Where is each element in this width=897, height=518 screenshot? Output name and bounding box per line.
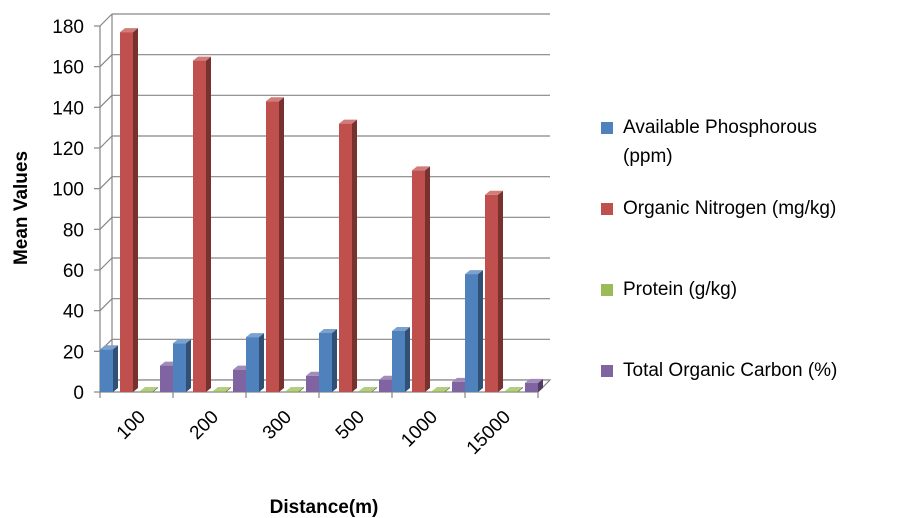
y-tick-label: 0 — [73, 383, 84, 404]
y-tick-label: 120 — [52, 139, 84, 160]
bar — [246, 333, 264, 392]
bar — [213, 386, 231, 392]
bar — [339, 119, 357, 392]
bar — [392, 327, 410, 392]
gridlines — [99, 13, 550, 393]
gridline-depth — [99, 135, 113, 149]
legend-swatch — [601, 284, 613, 296]
legend-label: Protein (g/kg) — [623, 279, 737, 300]
x-axis-title: Distance(m) — [270, 497, 379, 518]
x-tick-label: 15000 — [463, 407, 515, 459]
y-tick-label: 80 — [63, 220, 84, 241]
y-tick-label: 160 — [52, 58, 84, 79]
bar — [286, 386, 304, 392]
y-tick-label: 60 — [63, 261, 84, 282]
bar — [193, 56, 211, 393]
legend-item: Total Organic Carbon (%) — [601, 360, 837, 381]
gridline-depth — [99, 176, 113, 190]
bar — [412, 166, 430, 392]
gridline-depth — [99, 257, 113, 271]
gridline-depth — [99, 94, 113, 108]
y-tick-label: 140 — [52, 98, 84, 119]
bar — [319, 329, 337, 392]
legend-swatch — [601, 365, 613, 377]
bar — [465, 270, 483, 392]
x-tick-label: 300 — [259, 407, 296, 444]
bar — [525, 378, 543, 392]
bar — [432, 386, 450, 392]
x-tick-labels: 100 200 300 500 1000 15000 — [113, 407, 515, 459]
gridline-depth — [99, 216, 113, 230]
y-axis-title: Mean Values — [11, 151, 32, 265]
bar — [120, 28, 138, 392]
legend-item: Organic Nitrogen (mg/kg) — [601, 198, 836, 219]
x-tick-label: 500 — [332, 407, 369, 444]
x-tick-label: 100 — [113, 407, 150, 444]
bar — [100, 345, 118, 392]
bar — [505, 386, 523, 392]
bar — [266, 97, 284, 392]
legend: Available Phosphorous (ppm) Organic Nitrog… — [601, 117, 837, 381]
legend-label: Available Phosphorous (ppm) — [623, 117, 817, 167]
legend-item: Protein (g/kg) — [601, 279, 737, 300]
legend-label: Organic Nitrogen (mg/kg) — [623, 198, 836, 219]
gridline-depth — [99, 13, 113, 27]
legend-label: Total Organic Carbon (%) — [623, 360, 837, 381]
bar — [359, 386, 377, 392]
gridline-depth — [99, 298, 113, 312]
y-tick-label: 40 — [63, 302, 84, 323]
legend-swatch — [601, 203, 613, 215]
y-tick-label: 20 — [63, 342, 84, 363]
legend-swatch — [601, 122, 613, 134]
bar — [140, 386, 158, 392]
bar — [173, 339, 191, 392]
legend-item: Available Phosphorous (ppm) — [601, 117, 817, 167]
y-tick-label: 180 — [52, 17, 84, 38]
x-tick-label: 200 — [186, 407, 223, 444]
gridline-depth — [99, 54, 113, 68]
bar — [485, 190, 503, 392]
y-tick-label: 100 — [52, 180, 84, 201]
y-tick-labels: 0 20 40 60 80 100 120 140 160 180 — [52, 17, 84, 404]
bars — [100, 28, 543, 393]
x-tick-label: 1000 — [397, 407, 442, 452]
